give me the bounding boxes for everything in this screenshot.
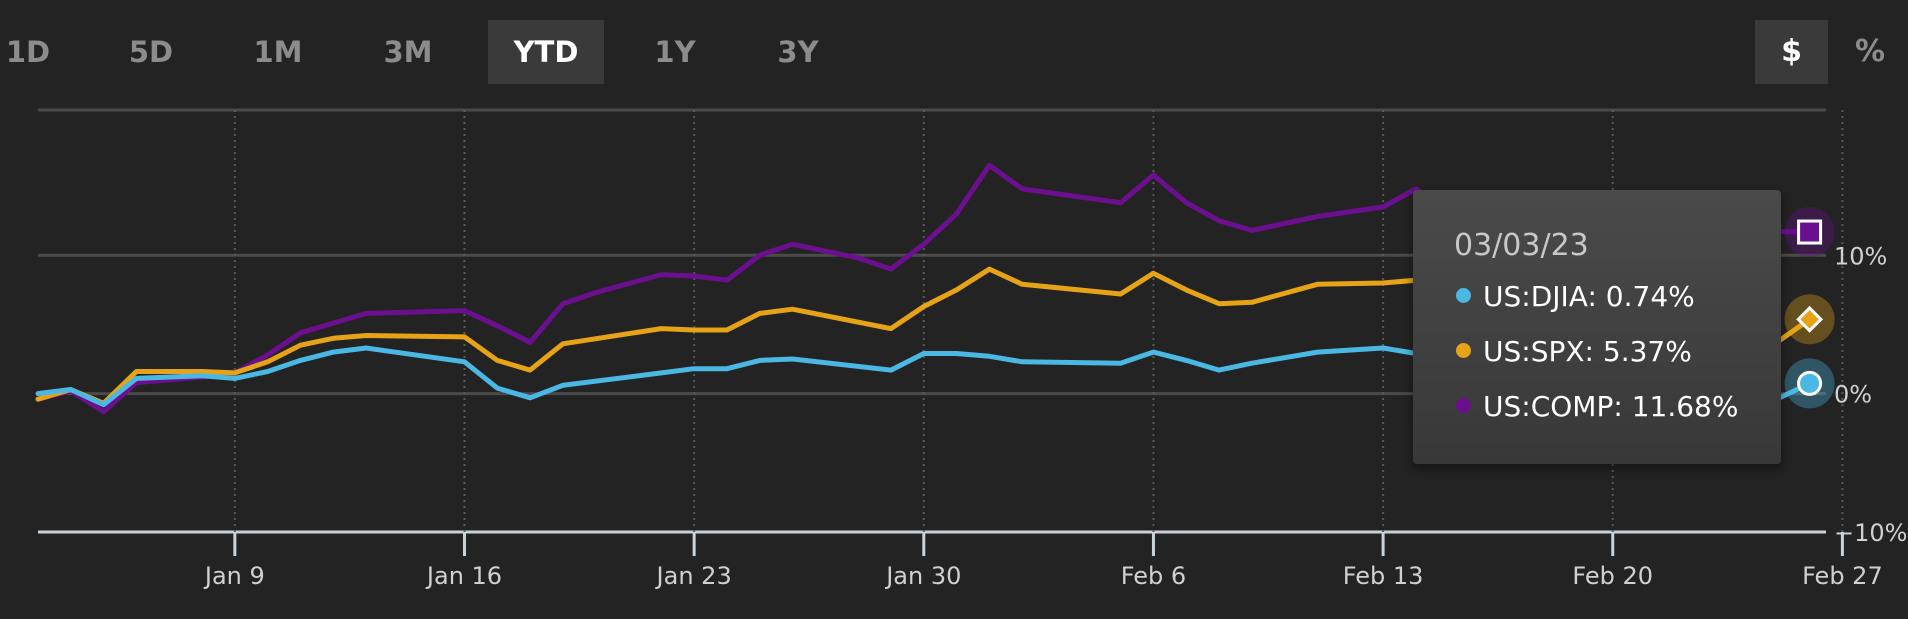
djia-legend-dot	[1456, 287, 1471, 303]
marker-us-spx	[1796, 305, 1824, 333]
spx-legend-dot	[1456, 342, 1471, 358]
x-tick-label: Feb 20	[1572, 562, 1653, 590]
x-tick-label: Feb 27	[1802, 562, 1883, 590]
tooltip-value: 0.74%	[1605, 280, 1695, 313]
dollar-toggle-button[interactable]: $	[1755, 20, 1828, 84]
comp-legend-dot	[1456, 397, 1471, 413]
tooltip-date: 03/03/23	[1454, 228, 1589, 263]
tooltip-value: 5.37%	[1602, 335, 1692, 368]
y-tick-label: −10%	[1834, 519, 1907, 547]
marker-us-djia	[1797, 370, 1823, 396]
series-line-us-spx	[35, 266, 1813, 406]
x-tick-label: Feb 6	[1121, 562, 1186, 590]
range-tab-1d[interactable]: 1D	[5, 35, 51, 69]
tooltip-row-spx: US:SPX: 5.37%	[1456, 335, 1692, 368]
x-tick-label: Feb 13	[1343, 562, 1424, 590]
y-tick-label: 0%	[1834, 381, 1872, 409]
range-tab-3y[interactable]: 3Y	[777, 35, 819, 69]
y-axis: 10% 0% −10%	[1834, 242, 1907, 547]
percent-toggle-button[interactable]: %	[1854, 34, 1886, 69]
range-tab-3m[interactable]: 3M	[383, 35, 433, 69]
range-tab-1y[interactable]: 1Y	[654, 35, 696, 69]
tooltip-symbol: US:DJIA	[1483, 280, 1588, 313]
chart-tooltip: 03/03/23 US:DJIA: 0.74% US:SPX: 5.37% US…	[1413, 190, 1781, 464]
x-tick-label: Jan 23	[655, 562, 732, 590]
tooltip-symbol: US:COMP	[1483, 390, 1614, 423]
range-tab-5d[interactable]: 5D	[128, 35, 174, 69]
x-tick-label: Jan 16	[425, 562, 502, 590]
tooltip-symbol: US:SPX	[1483, 335, 1585, 368]
y-tick-label: 10%	[1834, 242, 1887, 270]
tooltip-row-comp: US:COMP: 11.68%	[1456, 390, 1738, 423]
tooltip-row-djia: US:DJIA: 0.74%	[1456, 280, 1695, 313]
range-tab-ytd[interactable]: YTD	[488, 20, 604, 84]
x-tick-label: Jan 30	[884, 562, 961, 590]
x-axis: Jan 9 Jan 16 Jan 23 Jan 30 Feb 6 Feb 13 Feb 20…	[203, 532, 1883, 590]
marker-us-comp	[1797, 219, 1823, 245]
range-tab-1m[interactable]: 1M	[253, 35, 303, 69]
x-tick-label: Jan 9	[203, 562, 265, 590]
series-end-markers	[1784, 207, 1835, 409]
series-line-us-comp	[35, 162, 1813, 415]
tooltip-value: 11.68%	[1631, 390, 1739, 423]
